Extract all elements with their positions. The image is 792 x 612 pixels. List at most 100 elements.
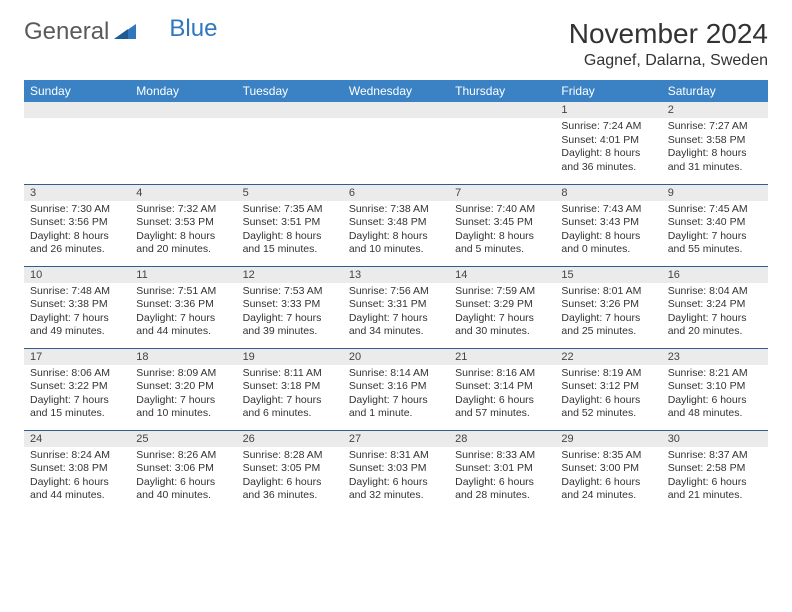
day-cell: 10Sunrise: 7:48 AMSunset: 3:38 PMDayligh…	[24, 266, 130, 348]
logo-word-2: Blue	[169, 15, 217, 43]
day-cell: 11Sunrise: 7:51 AMSunset: 3:36 PMDayligh…	[130, 266, 236, 348]
sunset-text: Sunset: 3:08 PM	[30, 462, 124, 476]
day-cell: 5Sunrise: 7:35 AMSunset: 3:51 PMDaylight…	[237, 184, 343, 266]
sunset-text: Sunset: 3:31 PM	[349, 298, 443, 312]
day-details: Sunrise: 8:11 AMSunset: 3:18 PMDaylight:…	[237, 365, 343, 426]
daylight-text: Daylight: 8 hours and 20 minutes.	[136, 230, 230, 257]
daylight-text: Daylight: 6 hours and 48 minutes.	[668, 394, 762, 421]
day-cell: 9Sunrise: 7:45 AMSunset: 3:40 PMDaylight…	[662, 184, 768, 266]
day-cell: 7Sunrise: 7:40 AMSunset: 3:45 PMDaylight…	[449, 184, 555, 266]
month-title: November 2024	[569, 18, 768, 50]
daylight-text: Daylight: 6 hours and 52 minutes.	[561, 394, 655, 421]
sunrise-text: Sunrise: 8:19 AM	[561, 367, 655, 381]
daylight-text: Daylight: 8 hours and 26 minutes.	[30, 230, 124, 257]
daylight-text: Daylight: 6 hours and 28 minutes.	[455, 476, 549, 503]
day-cell: 21Sunrise: 8:16 AMSunset: 3:14 PMDayligh…	[449, 348, 555, 430]
day-number: 20	[343, 349, 449, 365]
day-details: Sunrise: 8:09 AMSunset: 3:20 PMDaylight:…	[130, 365, 236, 426]
calendar-body: 1Sunrise: 7:24 AMSunset: 4:01 PMDaylight…	[24, 102, 768, 512]
day-number: 18	[130, 349, 236, 365]
logo-triangle-icon	[114, 18, 136, 46]
logo: General Blue	[24, 18, 217, 46]
daylight-text: Daylight: 7 hours and 6 minutes.	[243, 394, 337, 421]
sunrise-text: Sunrise: 7:40 AM	[455, 203, 549, 217]
daylight-text: Daylight: 7 hours and 1 minute.	[349, 394, 443, 421]
daylight-text: Daylight: 7 hours and 15 minutes.	[30, 394, 124, 421]
sunrise-text: Sunrise: 7:35 AM	[243, 203, 337, 217]
sunrise-text: Sunrise: 8:24 AM	[30, 449, 124, 463]
sunrise-text: Sunrise: 8:35 AM	[561, 449, 655, 463]
day-cell	[449, 102, 555, 184]
sunset-text: Sunset: 3:53 PM	[136, 216, 230, 230]
sunset-text: Sunset: 3:29 PM	[455, 298, 549, 312]
sunset-text: Sunset: 2:58 PM	[668, 462, 762, 476]
week-row: 24Sunrise: 8:24 AMSunset: 3:08 PMDayligh…	[24, 430, 768, 512]
sunrise-text: Sunrise: 7:32 AM	[136, 203, 230, 217]
day-number: 27	[343, 431, 449, 447]
sunset-text: Sunset: 3:14 PM	[455, 380, 549, 394]
sunrise-text: Sunrise: 7:45 AM	[668, 203, 762, 217]
day-details: Sunrise: 7:35 AMSunset: 3:51 PMDaylight:…	[237, 201, 343, 262]
sunset-text: Sunset: 3:18 PM	[243, 380, 337, 394]
sunrise-text: Sunrise: 8:16 AM	[455, 367, 549, 381]
calendar-head: Sunday Monday Tuesday Wednesday Thursday…	[24, 80, 768, 102]
daylight-text: Daylight: 7 hours and 30 minutes.	[455, 312, 549, 339]
sunset-text: Sunset: 4:01 PM	[561, 134, 655, 148]
day-details: Sunrise: 7:38 AMSunset: 3:48 PMDaylight:…	[343, 201, 449, 262]
day-number: 21	[449, 349, 555, 365]
day-number: 12	[237, 267, 343, 283]
day-cell: 23Sunrise: 8:21 AMSunset: 3:10 PMDayligh…	[662, 348, 768, 430]
day-number: 17	[24, 349, 130, 365]
sunrise-text: Sunrise: 7:56 AM	[349, 285, 443, 299]
day-number: 19	[237, 349, 343, 365]
day-cell: 14Sunrise: 7:59 AMSunset: 3:29 PMDayligh…	[449, 266, 555, 348]
day-number: 22	[555, 349, 661, 365]
daylight-text: Daylight: 6 hours and 24 minutes.	[561, 476, 655, 503]
sunrise-text: Sunrise: 7:24 AM	[561, 120, 655, 134]
day-number: 16	[662, 267, 768, 283]
sunrise-text: Sunrise: 7:53 AM	[243, 285, 337, 299]
day-details: Sunrise: 7:48 AMSunset: 3:38 PMDaylight:…	[24, 283, 130, 344]
day-number: 26	[237, 431, 343, 447]
day-details: Sunrise: 8:16 AMSunset: 3:14 PMDaylight:…	[449, 365, 555, 426]
daylight-text: Daylight: 6 hours and 57 minutes.	[455, 394, 549, 421]
daylight-text: Daylight: 8 hours and 36 minutes.	[561, 147, 655, 174]
sunset-text: Sunset: 3:10 PM	[668, 380, 762, 394]
sunrise-text: Sunrise: 8:31 AM	[349, 449, 443, 463]
day-header: Saturday	[662, 80, 768, 102]
day-cell: 19Sunrise: 8:11 AMSunset: 3:18 PMDayligh…	[237, 348, 343, 430]
daylight-text: Daylight: 6 hours and 40 minutes.	[136, 476, 230, 503]
daylight-text: Daylight: 7 hours and 49 minutes.	[30, 312, 124, 339]
sunset-text: Sunset: 3:05 PM	[243, 462, 337, 476]
day-cell: 1Sunrise: 7:24 AMSunset: 4:01 PMDaylight…	[555, 102, 661, 184]
day-number-empty	[449, 102, 555, 118]
day-number: 6	[343, 185, 449, 201]
sunset-text: Sunset: 3:16 PM	[349, 380, 443, 394]
sunrise-text: Sunrise: 7:27 AM	[668, 120, 762, 134]
daylight-text: Daylight: 7 hours and 39 minutes.	[243, 312, 337, 339]
sunset-text: Sunset: 3:45 PM	[455, 216, 549, 230]
day-details: Sunrise: 8:04 AMSunset: 3:24 PMDaylight:…	[662, 283, 768, 344]
day-number: 25	[130, 431, 236, 447]
day-details: Sunrise: 7:43 AMSunset: 3:43 PMDaylight:…	[555, 201, 661, 262]
daylight-text: Daylight: 6 hours and 44 minutes.	[30, 476, 124, 503]
day-cell: 26Sunrise: 8:28 AMSunset: 3:05 PMDayligh…	[237, 430, 343, 512]
daylight-text: Daylight: 6 hours and 21 minutes.	[668, 476, 762, 503]
day-cell: 29Sunrise: 8:35 AMSunset: 3:00 PMDayligh…	[555, 430, 661, 512]
daylight-text: Daylight: 7 hours and 25 minutes.	[561, 312, 655, 339]
sunrise-text: Sunrise: 8:11 AM	[243, 367, 337, 381]
sunset-text: Sunset: 3:33 PM	[243, 298, 337, 312]
daylight-text: Daylight: 6 hours and 32 minutes.	[349, 476, 443, 503]
day-number: 10	[24, 267, 130, 283]
day-header: Sunday	[24, 80, 130, 102]
sunrise-text: Sunrise: 8:26 AM	[136, 449, 230, 463]
day-details: Sunrise: 8:01 AMSunset: 3:26 PMDaylight:…	[555, 283, 661, 344]
day-header: Wednesday	[343, 80, 449, 102]
sunset-text: Sunset: 3:20 PM	[136, 380, 230, 394]
calendar-table: Sunday Monday Tuesday Wednesday Thursday…	[24, 80, 768, 512]
day-header-row: Sunday Monday Tuesday Wednesday Thursday…	[24, 80, 768, 102]
calendar-page: General Blue November 2024 Gagnef, Dalar…	[0, 0, 792, 530]
sunrise-text: Sunrise: 7:59 AM	[455, 285, 549, 299]
sunrise-text: Sunrise: 8:09 AM	[136, 367, 230, 381]
location-text: Gagnef, Dalarna, Sweden	[569, 52, 768, 70]
